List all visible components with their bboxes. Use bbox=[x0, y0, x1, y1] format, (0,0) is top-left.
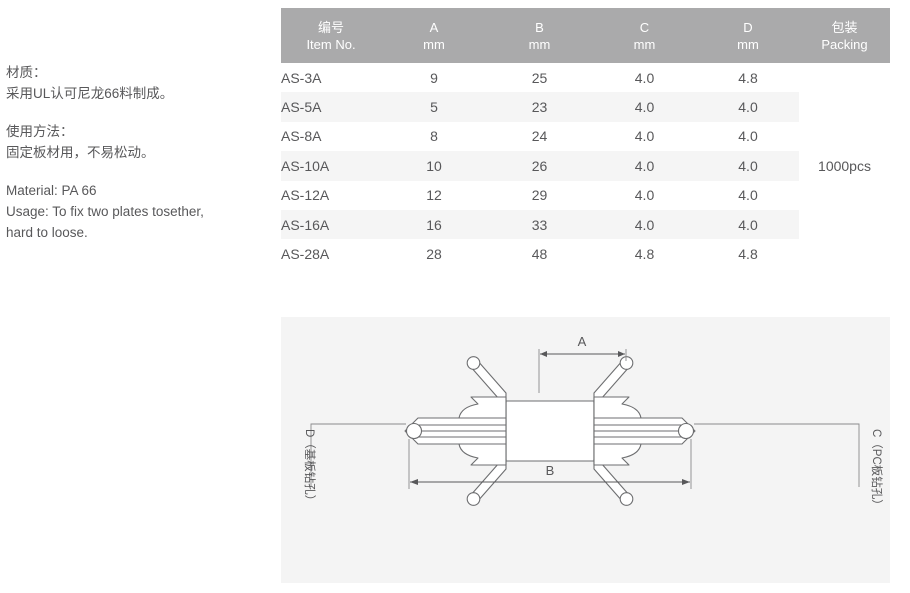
dimension-b: B bbox=[408, 439, 692, 489]
material-label-cn: 材质： bbox=[6, 65, 47, 80]
cell-a: 9 bbox=[430, 69, 438, 86]
desc-spacer-2 bbox=[6, 163, 274, 180]
cell-c: 4.0 bbox=[634, 69, 655, 86]
cell-c: 4.0 bbox=[592, 209, 697, 240]
cell-d: 4.0 bbox=[697, 209, 799, 240]
material-line-en: Material: PA 66 bbox=[6, 183, 97, 198]
header-en: Packing bbox=[821, 36, 868, 52]
cell-a: 28 bbox=[426, 246, 442, 263]
header-cn: D bbox=[743, 19, 753, 35]
product-technical-drawing: A B D（基板钻孔） C（PC板钻孔） bbox=[303, 334, 884, 511]
cell-b: 48 bbox=[531, 246, 548, 263]
column-header-d: D mm bbox=[697, 8, 799, 63]
cell-item-no: AS-12A bbox=[281, 187, 330, 204]
dimension-c-label: C（PC板钻孔） bbox=[870, 429, 884, 511]
cell-a: 8 bbox=[430, 128, 438, 145]
table-row: AS-3A 9 25 4.0 4.8 1000pcs bbox=[281, 63, 890, 269]
header-en: mm bbox=[633, 36, 656, 52]
cell-c: 4.8 bbox=[634, 246, 655, 263]
cell-a: 16 bbox=[381, 209, 487, 240]
dimension-d-label: D（基板钻孔） bbox=[303, 429, 317, 506]
cell-c: 4.0 bbox=[592, 151, 697, 181]
cell-d: 4.8 bbox=[738, 69, 758, 86]
part-left-legs bbox=[466, 356, 507, 506]
header-en: mm bbox=[737, 36, 759, 52]
dimension-c: C（PC板钻孔） bbox=[694, 423, 884, 511]
cell-c: 4.0 bbox=[592, 92, 697, 122]
cell-packing: 1000pcs bbox=[799, 63, 890, 269]
part-right-wing bbox=[593, 396, 696, 466]
header-cn: 编号 bbox=[317, 19, 344, 35]
column-header-b: B mm bbox=[487, 8, 592, 63]
cell-b: 25 bbox=[531, 69, 548, 86]
header-en: Item No. bbox=[306, 36, 356, 52]
header-en: mm bbox=[528, 36, 551, 52]
description-block: 材质： 采用UL认可尼龙66料制成。 使用方法： 固定板材用，不易松动。 Mat… bbox=[6, 62, 274, 243]
cell-d: 4.0 bbox=[738, 128, 758, 145]
dimension-d: D（基板钻孔） bbox=[303, 423, 406, 506]
cell-c: 4.0 bbox=[634, 128, 655, 145]
usage-line-en-2: hard to loose. bbox=[6, 225, 88, 240]
cell-d: 4.0 bbox=[697, 92, 799, 122]
table-row: AS-28A 28 48 4.8 4.8 bbox=[281, 239, 890, 268]
cell-item-no: AS-3A bbox=[281, 69, 322, 86]
table-header-row: 编号 Item No. A mm B mm C mm D mm 包装 Packi… bbox=[281, 8, 890, 63]
specification-table: 编号 Item No. A mm B mm C mm D mm 包装 Packi… bbox=[281, 8, 890, 269]
dimension-a: A bbox=[538, 334, 627, 393]
header-cn: 包装 bbox=[831, 19, 858, 35]
cell-item-no: AS-10A bbox=[281, 151, 381, 181]
cell-c: 4.0 bbox=[634, 187, 655, 204]
part-left-wing bbox=[404, 396, 507, 466]
dimension-a-label: A bbox=[578, 334, 587, 349]
table-row: AS-10A 10 26 4.0 4.0 bbox=[281, 151, 890, 181]
usage-value-cn: 固定板材用，不易松动。 bbox=[6, 145, 155, 160]
cell-d: 4.0 bbox=[738, 187, 758, 204]
cell-item-no: AS-5A bbox=[281, 92, 381, 122]
column-header-packing: 包装 Packing bbox=[799, 8, 890, 63]
table-row: AS-12A 12 29 4.0 4.0 bbox=[281, 181, 890, 210]
table-row: AS-5A 5 23 4.0 4.0 bbox=[281, 92, 890, 122]
cell-b: 24 bbox=[531, 128, 548, 145]
cell-d: 4.0 bbox=[697, 151, 799, 181]
product-diagram-panel: A B D（基板钻孔） C（PC板钻孔） bbox=[281, 317, 890, 583]
table-row: AS-8A 8 24 4.0 4.0 bbox=[281, 122, 890, 151]
desc-spacer-1 bbox=[6, 104, 274, 121]
cell-b: 23 bbox=[487, 92, 592, 122]
cell-item-no: AS-28A bbox=[281, 246, 330, 263]
table-header: 编号 Item No. A mm B mm C mm D mm 包装 Packi… bbox=[281, 8, 890, 63]
cell-item-no: AS-16A bbox=[281, 209, 381, 240]
cell-b: 26 bbox=[487, 151, 592, 181]
column-header-item-no: 编号 Item No. bbox=[281, 8, 381, 63]
header-en: mm bbox=[423, 36, 445, 52]
column-header-c: C mm bbox=[592, 8, 697, 63]
dimension-b-label: B bbox=[546, 463, 555, 478]
column-header-a: A mm bbox=[381, 8, 487, 63]
part-center-body bbox=[505, 400, 595, 462]
material-value-cn: 采用UL认可尼龙66料制成。 bbox=[6, 86, 174, 101]
cell-b: 29 bbox=[531, 187, 548, 204]
usage-line-en-1: Usage: To fix two plates tosether, bbox=[6, 204, 204, 219]
cell-d: 4.8 bbox=[738, 246, 758, 263]
cell-item-no: AS-8A bbox=[281, 128, 322, 145]
cell-a: 5 bbox=[381, 92, 487, 122]
header-cn: B bbox=[535, 19, 544, 35]
table-body: AS-3A 9 25 4.0 4.8 1000pcs AS-5A 5 23 4.… bbox=[281, 63, 890, 269]
cell-a: 10 bbox=[381, 151, 487, 181]
cell-b: 33 bbox=[487, 209, 592, 240]
table-row: AS-16A 16 33 4.0 4.0 bbox=[281, 209, 890, 240]
header-cn: C bbox=[639, 19, 650, 35]
header-cn: A bbox=[429, 19, 439, 35]
cell-a: 12 bbox=[426, 187, 442, 204]
usage-label-cn: 使用方法： bbox=[6, 124, 74, 139]
